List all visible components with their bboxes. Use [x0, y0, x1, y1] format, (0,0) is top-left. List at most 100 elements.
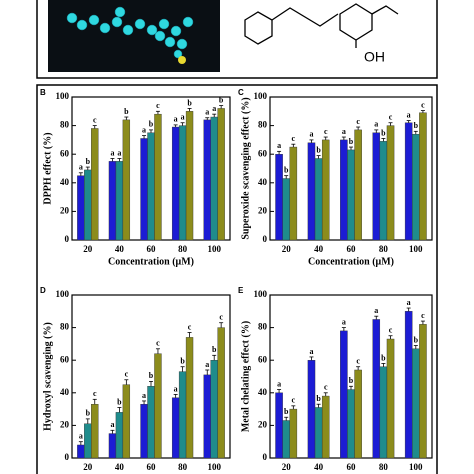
significance-letter: a: [205, 108, 209, 117]
significance-letter: a: [212, 104, 216, 113]
x-tick-label: 20: [282, 462, 292, 472]
y-tick-label: 100: [254, 91, 268, 101]
panel-letter: D: [40, 286, 46, 295]
bar: [203, 119, 211, 241]
significance-letter: b: [212, 345, 217, 354]
x-tick-label: 60: [147, 462, 157, 472]
bar: [147, 132, 155, 241]
y-tick-label: 60: [60, 354, 70, 364]
y-tick-label: 80: [258, 322, 268, 332]
y-tick-label: 80: [258, 120, 268, 130]
bar: [185, 111, 194, 241]
significance-letter: c: [356, 117, 360, 126]
significance-letter: a: [79, 432, 83, 441]
bar: [340, 139, 348, 241]
significance-letter: a: [110, 420, 114, 429]
x-tick-label: 100: [409, 244, 423, 254]
y-tick-label: 60: [258, 354, 268, 364]
bar: [347, 149, 355, 241]
bar: [91, 404, 99, 459]
significance-letter: b: [349, 137, 354, 146]
significance-letter: a: [142, 391, 146, 400]
bar: [178, 125, 187, 241]
bar: [140, 138, 148, 241]
x-tick-label: 40: [314, 244, 324, 254]
bar: [314, 407, 323, 459]
bar: [372, 319, 381, 459]
significance-letter: b: [124, 107, 129, 116]
x-tick-label: 80: [379, 244, 389, 254]
significance-letter: b: [349, 376, 354, 385]
panel-letter: E: [238, 286, 244, 295]
bar: [347, 389, 355, 459]
bar: [275, 392, 283, 459]
bar: [372, 132, 381, 241]
bar: [307, 142, 316, 241]
y-tick-label: 40: [60, 177, 70, 187]
significance-letter: a: [374, 120, 378, 129]
bar: [282, 420, 290, 459]
bar: [210, 116, 218, 241]
significance-letter: a: [342, 317, 346, 326]
molecule-label: OH: [364, 49, 385, 65]
significance-letter: a: [277, 379, 281, 388]
bar: [314, 158, 323, 241]
significance-letter: a: [79, 163, 83, 172]
y-tick-label: 0: [263, 234, 268, 244]
bar: [77, 444, 85, 459]
bar: [412, 348, 420, 459]
significance-letter: c: [292, 134, 296, 143]
y-tick-label: 60: [60, 148, 70, 158]
bar: [115, 412, 124, 459]
bar: [340, 330, 348, 459]
x-tick-label: 80: [379, 462, 389, 472]
significance-letter: a: [277, 141, 281, 150]
bar: [386, 125, 395, 241]
y-tick-label: 100: [56, 289, 70, 299]
x-tick-label: 100: [207, 462, 221, 472]
y-tick-label: 0: [65, 234, 70, 244]
significance-letter: b: [86, 409, 91, 418]
significance-letter: c: [389, 113, 393, 122]
panel-letter: B: [40, 88, 46, 97]
x-tick-label: 100: [207, 244, 221, 254]
x-tick-label: 40: [115, 244, 125, 254]
significance-letter: a: [205, 360, 209, 369]
bar: [404, 122, 413, 241]
significance-letter: a: [174, 115, 178, 124]
significance-letter: c: [93, 389, 97, 398]
bar: [404, 311, 413, 459]
bar: [77, 175, 85, 241]
significance-letter: b: [381, 353, 386, 362]
significance-letter: c: [389, 326, 393, 335]
y-axis-label: Hydroxyl scavenging (%): [42, 322, 53, 431]
bar: [140, 404, 148, 459]
significance-letter: a: [117, 148, 121, 157]
bar: [307, 360, 316, 459]
y-tick-label: 60: [258, 148, 268, 158]
y-tick-label: 100: [56, 91, 70, 101]
significance-letter: a: [309, 130, 313, 139]
y-tick-label: 0: [263, 452, 268, 462]
x-tick-label: 20: [83, 244, 93, 254]
significance-letter: a: [110, 148, 114, 157]
y-tick-label: 20: [60, 205, 70, 215]
significance-letter: a: [407, 298, 411, 307]
significance-letter: c: [156, 101, 160, 110]
x-tick-label: 80: [178, 462, 188, 472]
x-axis-label: Concentration (μM): [108, 256, 194, 267]
bar: [412, 133, 420, 241]
bar: [210, 360, 218, 459]
significance-letter: a: [174, 384, 178, 393]
significance-letter: a: [407, 110, 411, 119]
significance-letter: c: [421, 100, 425, 109]
y-tick-label: 20: [258, 419, 268, 429]
significance-letter: a: [181, 113, 185, 122]
bar: [84, 423, 92, 459]
bar: [354, 129, 362, 241]
significance-letter: b: [414, 335, 419, 344]
bar: [282, 178, 290, 241]
significance-letter: c: [125, 370, 129, 379]
bar: [354, 369, 362, 459]
bar: [147, 386, 155, 459]
